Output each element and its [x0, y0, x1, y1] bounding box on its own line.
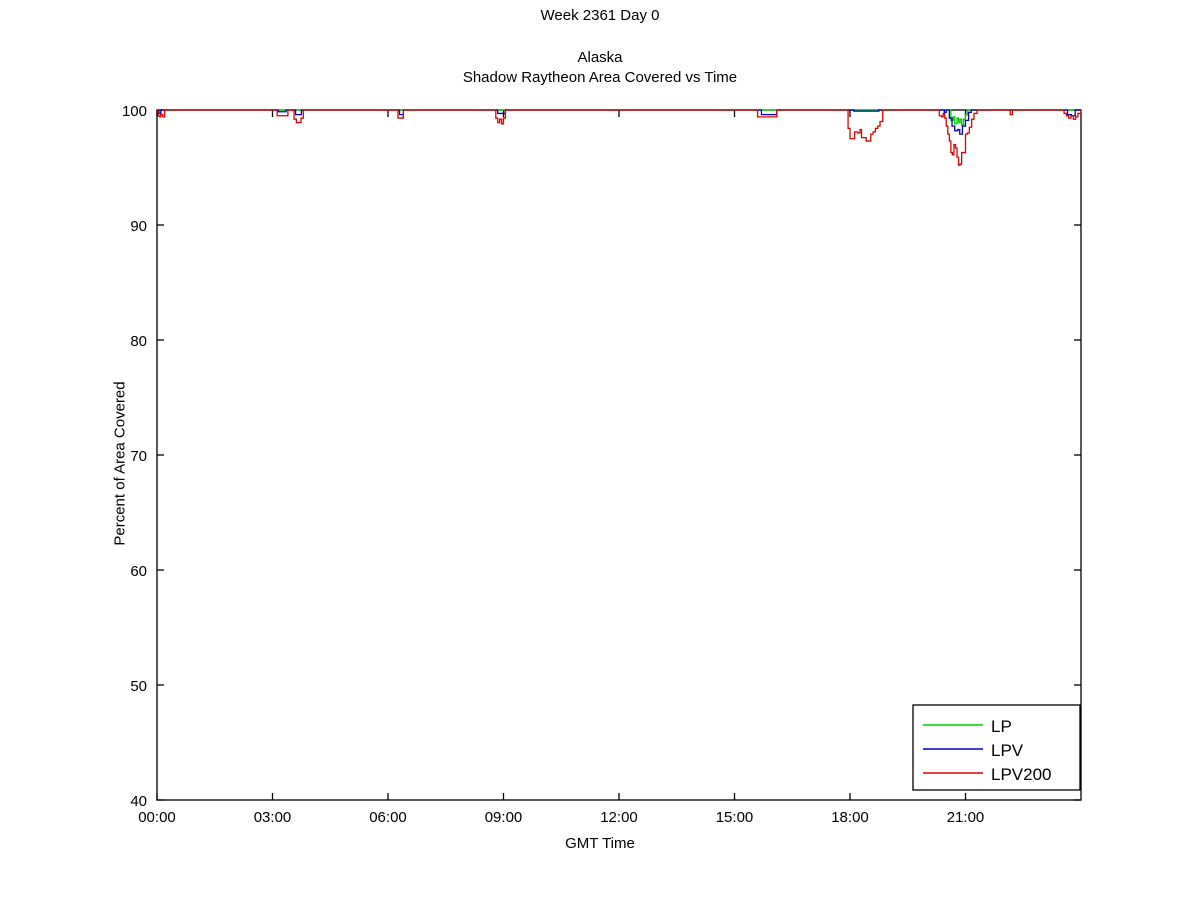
x-axis-label: GMT Time: [565, 835, 635, 852]
y-tick-label: 80: [130, 333, 147, 350]
y-tick-label: 50: [130, 678, 147, 695]
series-line-lpv200: [157, 109, 1082, 166]
plot-frame: [156, 109, 1082, 801]
figure-title: Alaska Shadow Raytheon Area Covered vs T…: [0, 48, 1200, 88]
y-tick-label: 100: [122, 103, 147, 120]
x-tick-label: 15:00: [716, 809, 754, 826]
y-tick-label: 90: [130, 218, 147, 235]
y-tick-label: 40: [130, 793, 147, 810]
y-tick-label: 60: [130, 563, 147, 580]
x-tick-label: 03:00: [254, 809, 292, 826]
y-tick-label: 70: [130, 448, 147, 465]
title-region-line: Alaska: [577, 49, 623, 66]
x-tick-label: 18:00: [831, 809, 869, 826]
x-tick-label: 00:00: [138, 809, 176, 826]
legend-label-lp: LP: [991, 717, 1012, 736]
x-tick-label: 06:00: [369, 809, 407, 826]
x-tick-label: 21:00: [947, 809, 985, 826]
x-tick-label: 12:00: [600, 809, 638, 826]
x-tick-label: 09:00: [485, 809, 523, 826]
legend-label-lpv200: LPV200: [991, 765, 1052, 784]
figure-suptitle: Week 2361 Day 0: [540, 7, 660, 24]
title-subject-line: Shadow Raytheon Area Covered vs Time: [462, 69, 738, 86]
legend-label-lpv: LPV: [991, 741, 1024, 760]
legend-box: [912, 704, 1081, 791]
